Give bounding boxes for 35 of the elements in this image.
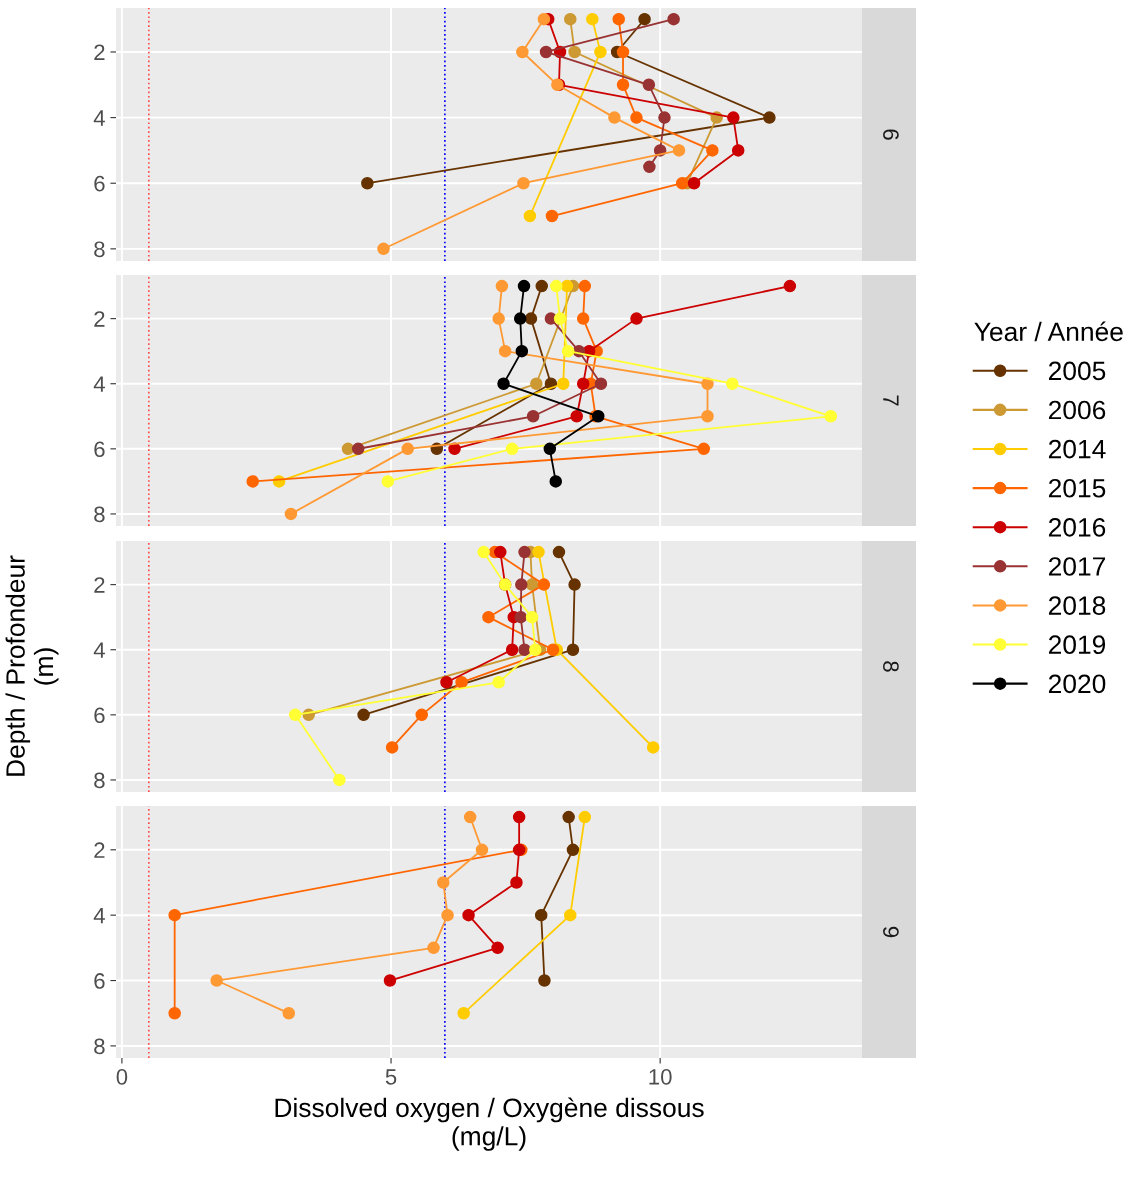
y2-axis-title: 6	[883, 129, 899, 140]
y-tick-label: 8	[94, 241, 105, 258]
y-tick-label: 6	[94, 441, 105, 458]
y-tick-label: 4	[93, 642, 105, 658]
legend-label: 2006	[1048, 400, 1106, 420]
legend-label: 2014	[1048, 439, 1106, 459]
y-tick-label: 6	[94, 707, 105, 724]
y-tick-label: 2	[94, 842, 105, 858]
y-tick-label: 8	[94, 772, 105, 789]
x-tick-label: 5	[385, 1069, 397, 1085]
y2-axis-title: 7	[883, 395, 899, 406]
x-tick-label: 10	[649, 1069, 672, 1085]
y-tick-label: 2	[94, 311, 105, 327]
legend-label: 2017	[1048, 557, 1106, 576]
y-tick-label: 8	[94, 506, 105, 523]
y-tick-label: 6	[94, 175, 105, 192]
y-tick-label: 2	[94, 577, 105, 593]
legend-title: Year / Année	[974, 321, 1123, 342]
legend-label: 2016	[1048, 518, 1106, 537]
x-axis-title: Dissolved oxygen / Oxygène dissous (mg/L)	[275, 1097, 704, 1151]
legend-label: 2018	[1048, 596, 1106, 615]
y-tick-label: 6	[94, 973, 105, 989]
y-tick-label: 8	[94, 1038, 105, 1055]
legend-label: 2005	[1048, 361, 1106, 381]
y-tick-label: 4	[93, 376, 105, 392]
legend-label: 2020	[1048, 674, 1106, 694]
y-tick-label: 4	[93, 907, 105, 924]
legend-label: 2019	[1048, 635, 1106, 655]
y-tick-label: 2	[94, 44, 105, 61]
y-axis-title: Depth / Profondeur (m)	[5, 555, 59, 776]
legend-label: 2015	[1048, 478, 1106, 498]
x-tick-label: 0	[116, 1069, 128, 1085]
y-tick-label: 4	[93, 110, 105, 126]
y2-axis-title: 9	[883, 926, 899, 938]
y2-axis-title: 8	[883, 661, 899, 672]
